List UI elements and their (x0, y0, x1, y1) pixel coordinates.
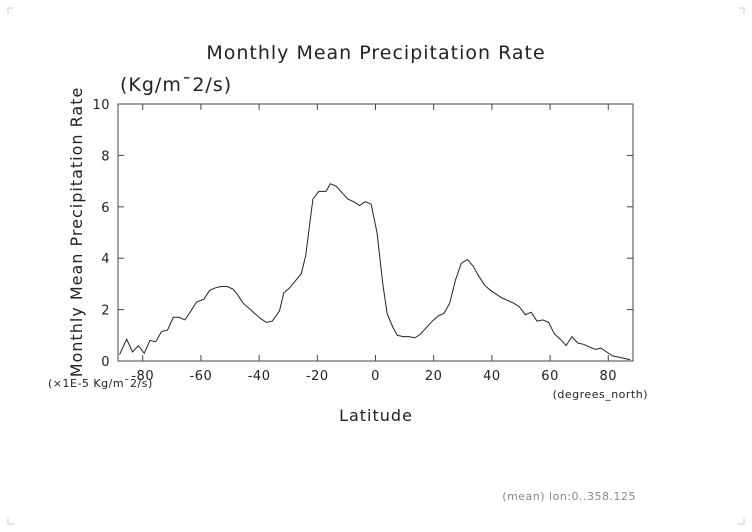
x-tick-label: -60 (190, 369, 213, 384)
x-tick-label: 20 (425, 369, 443, 384)
x-axis-ticks: -80 -60 -40 -20 0 20 40 60 80 (131, 104, 617, 384)
y-axis-label: Monthly Mean Precipitation Rate (67, 87, 86, 378)
y-tick-label: 10 (92, 98, 110, 113)
plot-frame (117, 103, 634, 362)
x-tick-label: 0 (371, 369, 380, 384)
x-tick-label: 80 (599, 369, 617, 384)
chart-title: Monthly Mean Precipitation Rate (206, 42, 545, 64)
y-tick-label: 6 (101, 201, 110, 216)
series-line (119, 183, 631, 361)
y-tick-label: 4 (101, 252, 110, 267)
x-tick-label: 60 (541, 369, 559, 384)
y-tick-label: 0 (101, 355, 110, 370)
x-tick-label: -80 (131, 369, 154, 384)
page-corner-marks (7, 7, 745, 525)
x-units-label: (degrees_north) (553, 388, 648, 401)
x-tick-label: -40 (248, 369, 271, 384)
x-tick-label: -20 (306, 369, 329, 384)
footer-note: (mean) lon:0..358.125 (502, 490, 636, 503)
y-tick-label: 8 (101, 149, 110, 164)
y-units-label: (×1E-5 Kg/m¯2/s) (48, 377, 153, 390)
x-axis-label: Latitude (339, 406, 413, 425)
x-tick-label: 40 (483, 369, 501, 384)
y-tick-label: 2 (101, 304, 110, 319)
units-header: (Kg/m¯2/s) (120, 74, 232, 96)
y-axis-ticks: 0 2 4 6 8 10 (92, 98, 633, 370)
